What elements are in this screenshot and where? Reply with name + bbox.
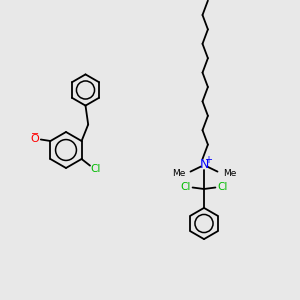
Text: −: − (31, 128, 39, 139)
Text: Me: Me (172, 169, 185, 178)
Text: Cl: Cl (218, 182, 228, 192)
Text: Me: Me (223, 169, 236, 178)
Text: Cl: Cl (180, 182, 190, 192)
Text: N: N (199, 158, 209, 172)
Text: +: + (205, 154, 212, 165)
Text: Cl: Cl (91, 164, 101, 174)
Text: O: O (30, 134, 39, 145)
